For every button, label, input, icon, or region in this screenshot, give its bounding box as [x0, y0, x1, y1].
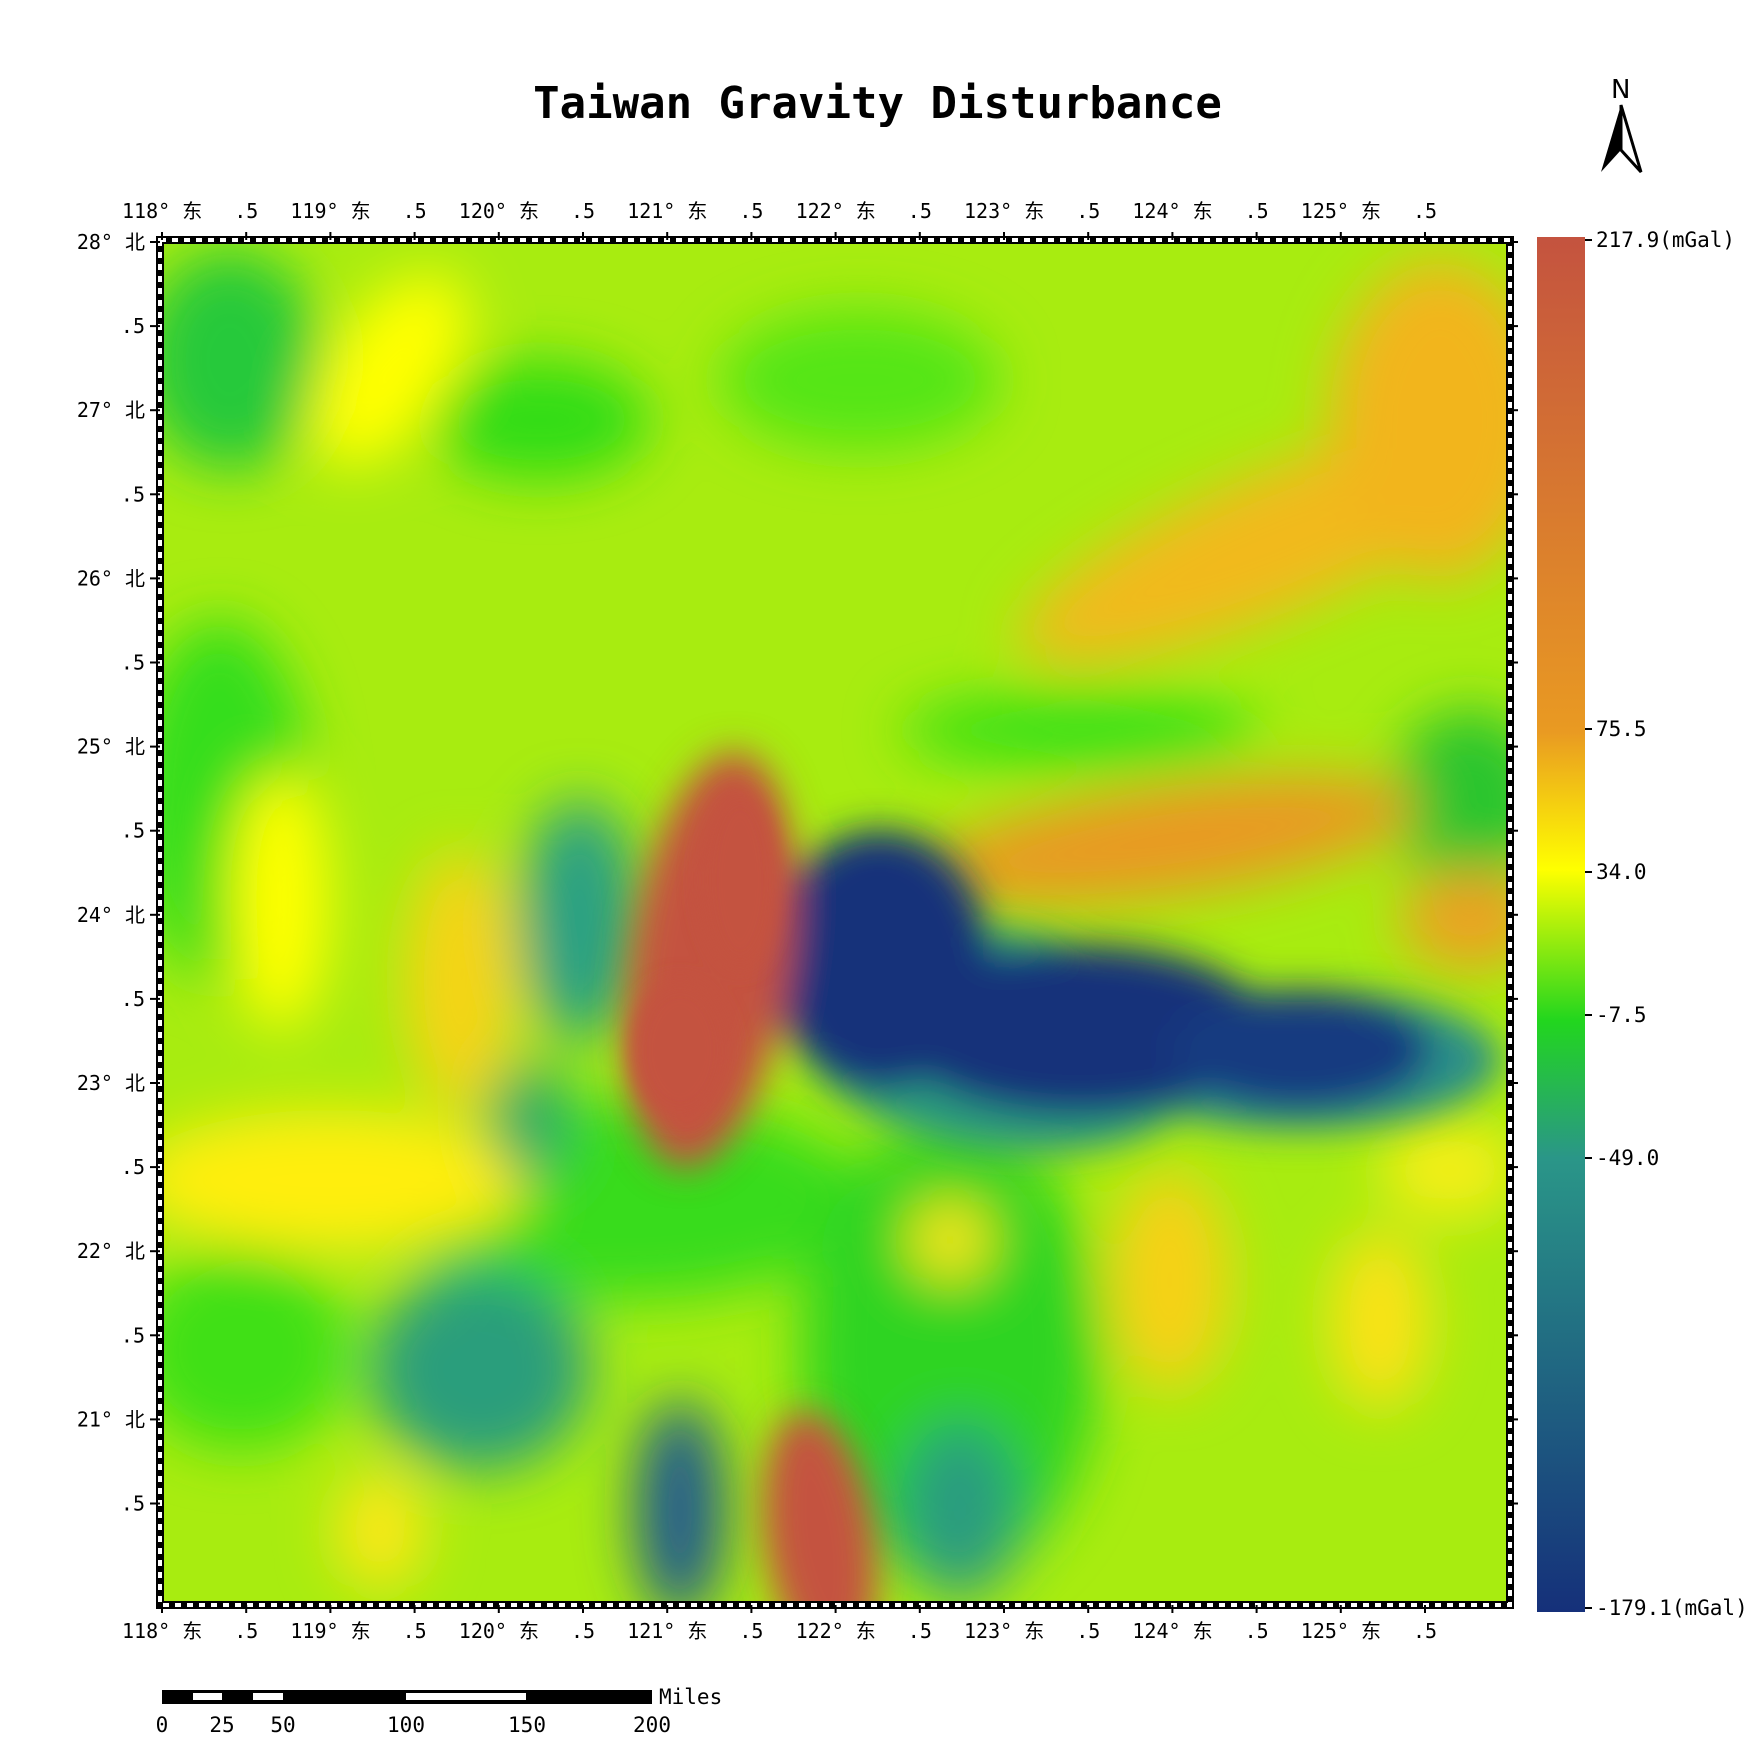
left-tick-label: .5: [121, 1492, 145, 1516]
top-tick-label: 123° 东: [964, 199, 1044, 223]
top-tick-label: 119° 东: [290, 199, 370, 223]
axis-ticks: [150, 232, 1518, 1613]
top-tick-label: 121° 东: [627, 199, 707, 223]
left-tick-label: .5: [121, 314, 145, 338]
top-tick-label: 124° 东: [1132, 199, 1212, 223]
top-tick-label: 118° 东: [122, 199, 202, 223]
left-tick-label: .5: [121, 1155, 145, 1179]
left-axis-labels: 28° 北 .5 27° 北 .5 26° 北 .5 25° 北 .5 24° 北 .5 23° 北…: [77, 230, 145, 1516]
bottom-tick-label: .5: [403, 1619, 427, 1643]
left-tick-label: .5: [121, 1323, 145, 1347]
top-axis-labels: 118° 东 .5 119° 东 .5 120° 东 .5 121° 东 .5 122° 东 .5…: [122, 199, 1437, 223]
bottom-tick-label: 123° 东: [964, 1619, 1044, 1643]
north-letter: N: [1611, 75, 1630, 105]
scale-tick-label: 200: [633, 1713, 671, 1737]
bottom-tick-label: .5: [908, 1619, 932, 1643]
left-tick-label: 28° 北: [77, 230, 145, 254]
top-tick-label: .5: [1076, 199, 1100, 223]
colorbar-label: -179.1(mGal): [1596, 1596, 1748, 1620]
left-tick-label: .5: [121, 651, 145, 675]
scale-tick-label: 150: [508, 1713, 546, 1737]
left-tick-label: 21° 北: [77, 1407, 145, 1431]
bottom-tick-label: 122° 东: [796, 1619, 876, 1643]
left-tick-label: 27° 北: [77, 398, 145, 422]
top-tick-label: 120° 东: [459, 199, 539, 223]
top-tick-label: .5: [403, 199, 427, 223]
scale-tick-label: 100: [387, 1713, 425, 1737]
bottom-tick-label: .5: [1245, 1619, 1269, 1643]
colorbar-label: -49.0: [1596, 1146, 1659, 1170]
top-tick-label: .5: [234, 199, 258, 223]
north-arrow-icon: N: [1601, 75, 1643, 174]
left-tick-label: 23° 北: [77, 1071, 145, 1095]
bottom-tick-label: .5: [234, 1619, 258, 1643]
map-title: Taiwan Gravity Disturbance: [533, 78, 1222, 129]
left-tick-label: 26° 北: [77, 566, 145, 590]
top-tick-label: 125° 东: [1301, 199, 1381, 223]
colorbar-label: -7.5: [1596, 1003, 1647, 1027]
top-tick-label: .5: [739, 199, 763, 223]
bottom-tick-label: 125° 东: [1301, 1619, 1381, 1643]
left-tick-label: 24° 北: [77, 903, 145, 927]
top-tick-label: .5: [1413, 199, 1437, 223]
left-tick-label: .5: [121, 482, 145, 506]
colorbar: 217.9(mGal) 75.5 34.0 -7.5 -49.0 -179.1(mGal): [1537, 228, 1748, 1620]
top-tick-label: .5: [571, 199, 595, 223]
left-tick-label: .5: [121, 987, 145, 1011]
top-tick-label: 122° 东: [796, 199, 876, 223]
bottom-tick-label: 120° 东: [459, 1619, 539, 1643]
bottom-tick-label: .5: [1413, 1619, 1437, 1643]
scale-bar: Miles 0 25 50 100 150 200: [156, 1685, 723, 1737]
gravity-field: [160, 240, 1510, 1605]
left-tick-label: .5: [121, 819, 145, 843]
colorbar-ramp: [1537, 237, 1585, 1612]
bottom-tick-label: 121° 东: [627, 1619, 707, 1643]
bottom-tick-label: 124° 东: [1132, 1619, 1212, 1643]
bottom-tick-label: 119° 东: [290, 1619, 370, 1643]
bottom-tick-label: .5: [571, 1619, 595, 1643]
colorbar-label: 217.9(mGal): [1596, 228, 1735, 252]
bottom-axis-labels: 118° 东 .5 119° 东 .5 120° 东 .5 121° 东 .5 122° 东 .5…: [122, 1619, 1437, 1643]
scale-tick-label: 25: [209, 1713, 234, 1737]
bottom-tick-label: .5: [739, 1619, 763, 1643]
scale-tick-label: 0: [156, 1713, 169, 1737]
top-tick-label: .5: [908, 199, 932, 223]
scale-unit: Miles: [659, 1685, 722, 1709]
colorbar-label: 75.5: [1596, 717, 1647, 741]
scale-tick-label: 50: [270, 1713, 295, 1737]
colorbar-label: 34.0: [1596, 860, 1647, 884]
left-tick-label: 22° 北: [77, 1239, 145, 1263]
left-tick-label: 25° 北: [77, 735, 145, 759]
top-tick-label: .5: [1245, 199, 1269, 223]
bottom-tick-label: .5: [1076, 1619, 1100, 1643]
bottom-tick-label: 118° 东: [122, 1619, 202, 1643]
